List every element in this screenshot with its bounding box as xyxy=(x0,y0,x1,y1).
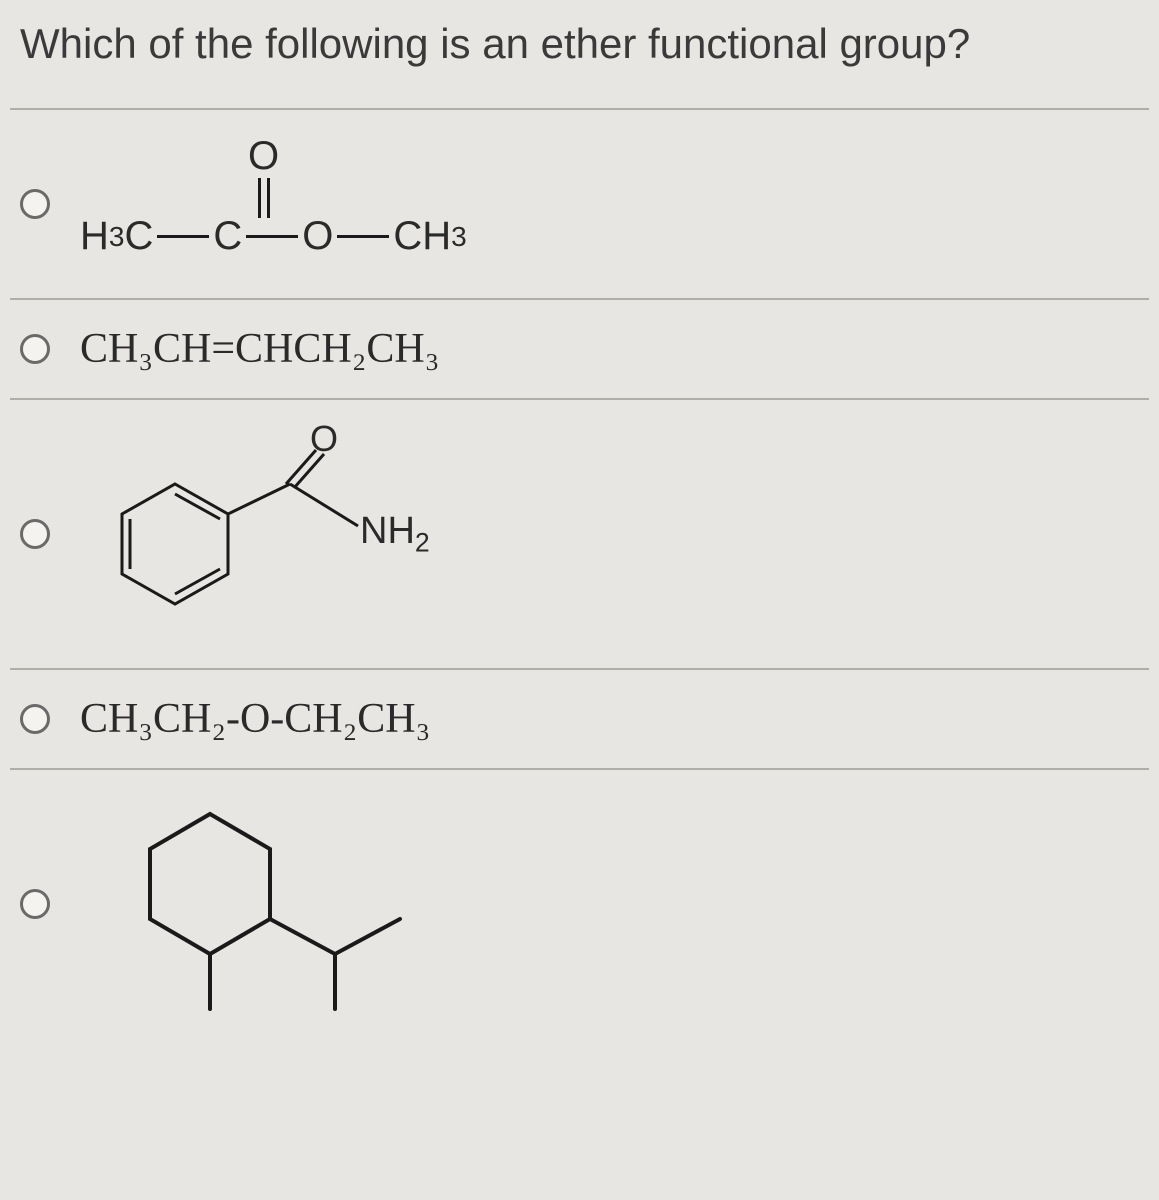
option-e[interactable] xyxy=(10,768,1149,1038)
ch-label: CH xyxy=(393,214,451,259)
bond-2 xyxy=(246,235,298,238)
option-c[interactable]: O NH2 xyxy=(10,398,1149,668)
option-b[interactable]: CH₃CH=CHCH₂CH₃ xyxy=(10,298,1149,398)
ch-sub: 3 xyxy=(451,221,467,253)
h-label: H xyxy=(80,214,109,259)
option-a[interactable]: O H3C C O CH3 xyxy=(10,108,1149,298)
h-sub: 3 xyxy=(109,221,125,253)
option-c-content: O NH2 xyxy=(80,424,1139,644)
cyclohexane-svg xyxy=(110,794,470,1014)
option-d[interactable]: CH₃CH₂-O-CH₂CH₃ xyxy=(10,668,1149,768)
c-label-1: C xyxy=(124,214,153,259)
o-label: O xyxy=(302,214,333,259)
option-e-content xyxy=(80,794,1139,1014)
carbonyl-double-bond xyxy=(256,178,272,218)
bond-1 xyxy=(157,235,209,238)
question-text: Which of the following is an ether funct… xyxy=(10,20,1149,108)
formula-pentene: CH₃CH=CHCH₂CH₃ xyxy=(80,325,1139,373)
radio-d[interactable] xyxy=(20,704,50,734)
carbonyl-o-label: O xyxy=(248,134,279,179)
option-b-content: CH₃CH=CHCH₂CH₃ xyxy=(80,325,1139,373)
bond-3 xyxy=(337,235,389,238)
structure-cyclohexyl-branch xyxy=(110,794,470,1014)
nh2-label: NH2 xyxy=(360,510,430,559)
option-d-content: CH₃CH₂-O-CH₂CH₃ xyxy=(80,695,1139,743)
option-a-content: O H3C C O CH3 xyxy=(80,134,1139,274)
formula-diethyl-ether: CH₃CH₂-O-CH₂CH₃ xyxy=(80,695,1139,743)
structure-methyl-acetate: O H3C C O CH3 xyxy=(80,134,580,274)
radio-a[interactable] xyxy=(20,189,50,219)
radio-b[interactable] xyxy=(20,334,50,364)
c-label-2: C xyxy=(213,214,242,259)
radio-e[interactable] xyxy=(20,889,50,919)
carbonyl-o-label-c: O xyxy=(310,418,338,460)
radio-c[interactable] xyxy=(20,519,50,549)
structure-benzamide: O NH2 xyxy=(80,424,500,644)
